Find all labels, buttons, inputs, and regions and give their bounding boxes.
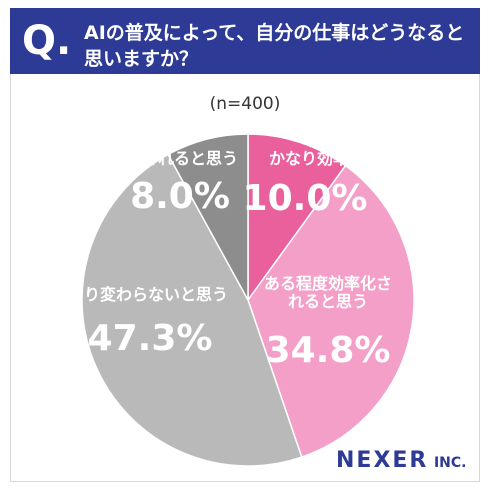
- brand-suffix: INC.: [433, 455, 467, 471]
- header: Q. AIの普及によって、自分の仕事はどうなると 思いますか？: [10, 8, 480, 74]
- slice-value: 8.0%: [130, 176, 230, 217]
- question-label: Q.: [22, 18, 72, 64]
- pie-slice: [247, 133, 347, 303]
- slice-category: 仕事が脅かされると思う: [61, 149, 238, 168]
- slice-category: かなり効率化されると思う: [268, 149, 461, 168]
- slice-value: 47.3%: [87, 318, 213, 359]
- pie-slice: [247, 164, 415, 459]
- title-line: 思いますか？: [84, 48, 199, 70]
- brand-name: NEXER: [336, 448, 429, 473]
- title-line: AIの普及によって、自分の仕事はどうなると: [84, 22, 465, 44]
- pie-slice: [167, 133, 249, 301]
- brand: NEXER INC.: [336, 448, 466, 473]
- slice-category: あまり変わらないと思う: [51, 285, 228, 304]
- pie-slice: [81, 153, 303, 467]
- subtitle: (n=400): [209, 94, 281, 114]
- slice-value: 10.0%: [242, 178, 368, 219]
- slice-value: 34.8%: [265, 330, 391, 371]
- slice-category: ある程度効率化されると思う: [263, 274, 392, 312]
